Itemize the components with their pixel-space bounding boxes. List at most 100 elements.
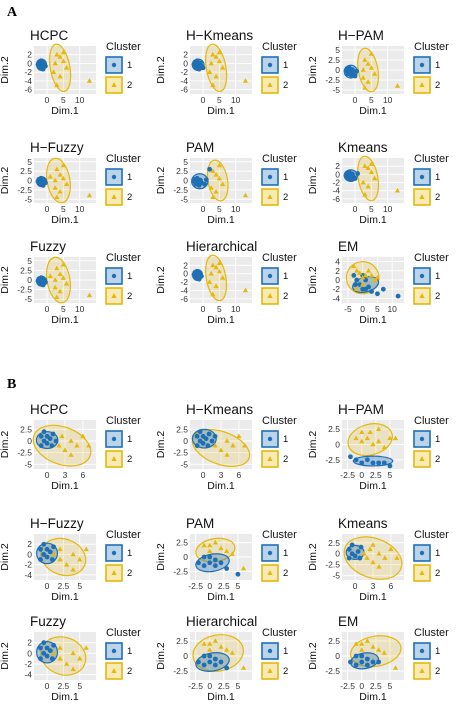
legend-label-2: 2 [435, 291, 440, 302]
y-tick-label: 2.5 [20, 166, 32, 176]
cluster-1-point [351, 273, 357, 278]
y-tick-label: -2.5 [325, 75, 340, 85]
cluster-1-point [49, 656, 55, 662]
cluster-2-point [83, 645, 89, 650]
legend-label-1: 1 [435, 60, 440, 71]
y-tick-label: 2 [183, 260, 188, 270]
x-axis-label: Dim.1 [51, 591, 79, 603]
cluster-1-point [212, 563, 218, 569]
legend-symbol-1 [111, 436, 117, 442]
x-tick-label: 6 [237, 470, 242, 480]
cluster-2-point [365, 268, 372, 273]
cluster-1-point [352, 73, 358, 79]
x-tick-label: 2.5 [218, 681, 230, 691]
x-tick-label: 0 [45, 470, 50, 480]
x-tick-label: 0 [207, 681, 212, 691]
cluster-2-point [213, 73, 219, 79]
legend-symbol-1 [111, 174, 117, 180]
x-axis-label: Dim.1 [359, 214, 387, 226]
subplot-B-7: Hierarchical -2.5 0 2.5 5 2.5 0 -2.5 Dim.1 Dim.2 C… [155, 614, 297, 703]
cluster-1-point [194, 443, 200, 449]
cluster-2-point [60, 49, 66, 55]
y-axis-label: Dim.2 [0, 266, 11, 294]
cluster-2-point [220, 65, 226, 70]
cluster-2-point [60, 275, 66, 280]
y-axis-label: Dim.2 [0, 642, 11, 670]
cluster-2-point [86, 292, 93, 298]
y-axis-label: Dim.2 [0, 56, 11, 84]
x-axis-label: Dim.1 [51, 691, 79, 703]
cluster-1-point [207, 653, 213, 659]
cluster-2-point [52, 60, 58, 66]
y-tick-label: -4 [180, 76, 188, 86]
cluster-2-point [68, 438, 74, 443]
cluster-1-point [207, 560, 213, 566]
cluster-2-point [212, 638, 218, 643]
cluster-2-point [365, 183, 371, 189]
y-tick-label: 5 [335, 45, 340, 55]
cluster-2-point [360, 75, 366, 80]
cluster-2-point [210, 51, 216, 57]
x-tick-label: 0 [45, 681, 50, 691]
cluster-2-point [218, 545, 224, 551]
cluster-2-point [374, 274, 381, 280]
legend-title: Cluster [106, 41, 141, 53]
y-axis-label: Dim.2 [0, 543, 11, 571]
y-tick-label: 2.5 [328, 538, 340, 548]
y-axis-label: Dim.2 [155, 543, 167, 571]
x-axis-label: Dim.1 [207, 691, 235, 703]
legend-symbol-2 [267, 82, 273, 87]
cluster-2-point [216, 58, 222, 64]
cluster-1-point [196, 659, 201, 665]
x-tick-label: 6 [389, 581, 394, 591]
cluster-1-point [370, 460, 376, 466]
y-tick-label: -2.5 [17, 285, 32, 295]
legend-label-2: 2 [127, 291, 132, 302]
cluster-1-point [50, 431, 56, 437]
cluster-2-point [360, 179, 366, 185]
cluster-2-point [68, 452, 74, 457]
cluster-1-point [364, 662, 370, 668]
cluster-2-point [381, 444, 387, 450]
cluster-1-point [38, 60, 43, 66]
cluster-1-point [200, 65, 206, 71]
cluster-2-point [229, 551, 235, 556]
subplot-title: EM [338, 614, 358, 629]
cluster-1-point [51, 544, 56, 550]
cluster-1-point [44, 546, 50, 552]
cluster-2-point [392, 665, 399, 670]
legend-symbol-1 [419, 436, 425, 442]
cluster-1-point [41, 640, 47, 646]
y-tick-label: -2 [332, 284, 340, 294]
y-tick-label: 2.5 [20, 424, 32, 434]
legend-label-2: 2 [127, 568, 132, 579]
cluster-2-point [54, 194, 60, 200]
cluster-1-point [364, 457, 370, 463]
legend-title: Cluster [106, 153, 141, 165]
legend-label-1: 1 [127, 548, 132, 559]
cluster-2-point [62, 447, 68, 453]
y-tick-label: -2 [332, 178, 340, 188]
cluster-2-point [208, 60, 214, 66]
cluster-1-point [355, 171, 361, 176]
cluster-1-point [346, 546, 352, 552]
cluster-2-point [361, 550, 367, 556]
legend-symbol-1 [267, 648, 273, 654]
legend-symbol-2 [419, 570, 425, 575]
cluster-1-point [47, 648, 53, 654]
cluster-2-point [210, 82, 216, 88]
subplot-title: Fuzzy [30, 239, 66, 254]
y-tick-label: 0 [27, 275, 32, 285]
legend-symbol-1 [111, 648, 117, 654]
y-tick-label: -2 [24, 659, 32, 669]
cluster-1-point [376, 659, 382, 665]
cluster-2-point [364, 638, 370, 643]
x-tick-label: 5 [217, 204, 222, 214]
y-tick-label: 0 [183, 176, 188, 186]
y-tick-label: -2 [24, 67, 32, 77]
legend-label-2: 2 [435, 454, 440, 465]
cluster-2-point [351, 263, 357, 268]
